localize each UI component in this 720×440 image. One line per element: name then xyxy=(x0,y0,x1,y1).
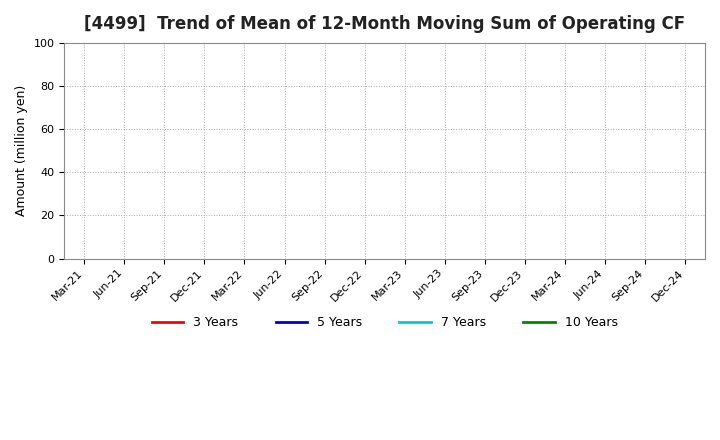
Legend: 3 Years, 5 Years, 7 Years, 10 Years: 3 Years, 5 Years, 7 Years, 10 Years xyxy=(147,311,623,334)
Title: [4499]  Trend of Mean of 12-Month Moving Sum of Operating CF: [4499] Trend of Mean of 12-Month Moving … xyxy=(84,15,685,33)
Y-axis label: Amount (million yen): Amount (million yen) xyxy=(15,85,28,216)
